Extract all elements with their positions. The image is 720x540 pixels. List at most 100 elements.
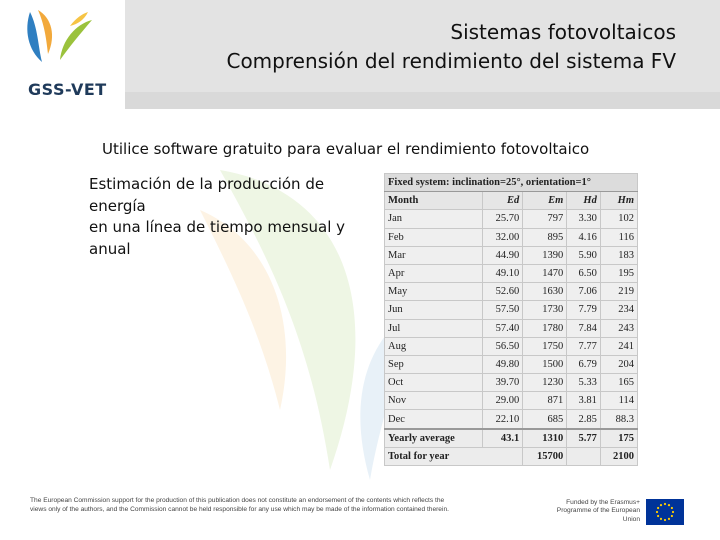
table-cell: 44.90 xyxy=(481,245,524,265)
table-cell: Total for year xyxy=(383,446,524,467)
header-divider xyxy=(125,92,720,109)
table-cell: 2.85 xyxy=(566,409,601,430)
section-subtitle: Utilice software gratuito para evaluar e… xyxy=(102,140,590,158)
table-cell: Dec xyxy=(384,409,483,430)
table-cell: 15700 xyxy=(522,446,568,467)
table-row: Nov 29.00 871 3.81 114 xyxy=(384,391,639,411)
table-cell: 1230 xyxy=(522,373,568,393)
yearly-average-row: Yearly average 43.1 1310 5.77 175 xyxy=(384,427,639,448)
table-row: Apr 49.10 1470 6.50 195 xyxy=(384,263,639,284)
header-band xyxy=(125,0,720,92)
table-cell: Oct xyxy=(384,373,483,393)
table-cell: 7.79 xyxy=(566,300,601,320)
table-cell: 1500 xyxy=(522,354,568,375)
table-cell: 22.10 xyxy=(481,409,524,430)
column-header: Hm xyxy=(599,191,639,211)
table-cell: 6.79 xyxy=(566,354,601,375)
table-cell: 1730 xyxy=(522,300,568,320)
table-cell: 3.81 xyxy=(566,391,601,411)
table-cell: Apr xyxy=(384,263,483,284)
table-cell: Jul xyxy=(384,318,483,338)
table-cell: 685 xyxy=(522,409,568,430)
description-line: anual xyxy=(89,239,131,258)
table-cell: 32.00 xyxy=(481,227,524,247)
table-cell: 4.16 xyxy=(566,227,601,247)
total-row: Total for year 15700 2100 xyxy=(383,446,639,467)
table-cell: 7.84 xyxy=(566,318,601,338)
table-row: Feb 32.00 895 4.16 116 xyxy=(384,227,639,247)
table-row: Oct 39.70 1230 5.33 165 xyxy=(384,373,639,393)
eu-disclaimer: The European Commission support for the … xyxy=(30,497,449,513)
table-row: Dec 22.10 685 2.85 88.3 xyxy=(384,409,639,430)
table-cell: 195 xyxy=(599,263,639,284)
table-cell: 1470 xyxy=(522,263,568,284)
table-title: Fixed system: inclination=25°, orientati… xyxy=(384,172,638,193)
table-cell: 6.50 xyxy=(566,263,601,284)
table-cell: 56.50 xyxy=(481,336,524,356)
table-row: Jul 57.40 1780 7.84 243 xyxy=(384,318,639,338)
table-cell: Nov xyxy=(384,391,483,411)
table-cell: 7.77 xyxy=(566,336,601,356)
table-cell: 183 xyxy=(599,245,639,265)
table-cell: Aug xyxy=(384,336,483,356)
table-cell: 5.77 xyxy=(566,427,601,448)
table-cell: 49.80 xyxy=(481,354,524,375)
table-cell: 797 xyxy=(522,209,568,229)
table-cell: 57.40 xyxy=(481,318,524,338)
table-cell: Feb xyxy=(384,227,483,247)
pv-output-table: Fixed system: inclination=25°, orientati… xyxy=(383,172,639,467)
table-cell: 88.3 xyxy=(599,409,639,430)
table-cell: 1780 xyxy=(522,318,568,338)
description-line: energía xyxy=(89,196,146,215)
gss-vet-logo-icon xyxy=(27,10,92,62)
table-title-row: Fixed system: inclination=25°, orientati… xyxy=(384,172,638,193)
table-cell: Mar xyxy=(384,245,483,265)
page-title: Sistemas fotovoltaicos xyxy=(450,20,676,44)
table-cell: 52.60 xyxy=(481,282,524,302)
description-line: Estimación de la producción de xyxy=(89,175,325,193)
table-row: Jan 25.70 797 3.30 102 xyxy=(384,209,639,229)
table-cell: 895 xyxy=(522,227,568,247)
header: GSS-VET Sistemas fotovoltaicos Comprensi… xyxy=(0,0,720,110)
table-cell: Jan xyxy=(384,209,483,229)
table-cell: Sep xyxy=(384,354,483,375)
column-header: Hd xyxy=(566,191,601,211)
table-cell: 57.50 xyxy=(481,300,524,320)
table-row: Sep 49.80 1500 6.79 204 xyxy=(384,354,639,375)
table-cell: Jun xyxy=(384,300,483,320)
table-cell: 1390 xyxy=(522,245,568,265)
table-cell: 114 xyxy=(599,391,639,411)
table-row: Jun 57.50 1730 7.79 234 xyxy=(384,300,639,320)
description: Estimación de la producción de energía e… xyxy=(89,174,349,260)
table-cell: 102 xyxy=(599,209,639,229)
table-cell: 219 xyxy=(599,282,639,302)
table-cell: 43.1 xyxy=(481,427,524,448)
table-cell: 1310 xyxy=(522,427,568,448)
table-cell: 7.06 xyxy=(566,282,601,302)
eu-funding-text: Funded by the Erasmus+ Programme of the … xyxy=(556,499,640,523)
table-cell: 243 xyxy=(599,318,639,338)
table-cell: 1750 xyxy=(522,336,568,356)
table-cell: 1630 xyxy=(522,282,568,302)
logo-text: GSS-VET xyxy=(28,80,107,99)
page-subtitle: Comprensión del rendimiento del sistema … xyxy=(226,49,676,73)
column-header: Ed xyxy=(481,191,524,211)
column-header: Em xyxy=(522,191,568,211)
table-cell: 49.10 xyxy=(481,263,524,284)
table-cell: Yearly average xyxy=(384,427,483,448)
table-cell: 204 xyxy=(599,354,639,375)
table-cell: 2100 xyxy=(599,446,639,467)
table-header-row: Month Ed Em Hd Hm xyxy=(384,191,639,211)
table-cell: 116 xyxy=(599,227,639,247)
table-cell: 5.33 xyxy=(566,373,601,393)
table-cell xyxy=(566,446,601,467)
table-cell: 241 xyxy=(599,336,639,356)
table-cell: 39.70 xyxy=(481,373,524,393)
table-cell: 25.70 xyxy=(481,209,524,229)
table-cell: May xyxy=(384,282,483,302)
table-cell: 29.00 xyxy=(481,391,524,411)
table-row: May 52.60 1630 7.06 219 xyxy=(384,282,639,302)
table-body: Jan 25.70 797 3.30 102 Feb 32.00 895 4.16 116 Mar 4… xyxy=(384,209,639,430)
table-cell: 234 xyxy=(599,300,639,320)
table-cell: 5.90 xyxy=(566,245,601,265)
